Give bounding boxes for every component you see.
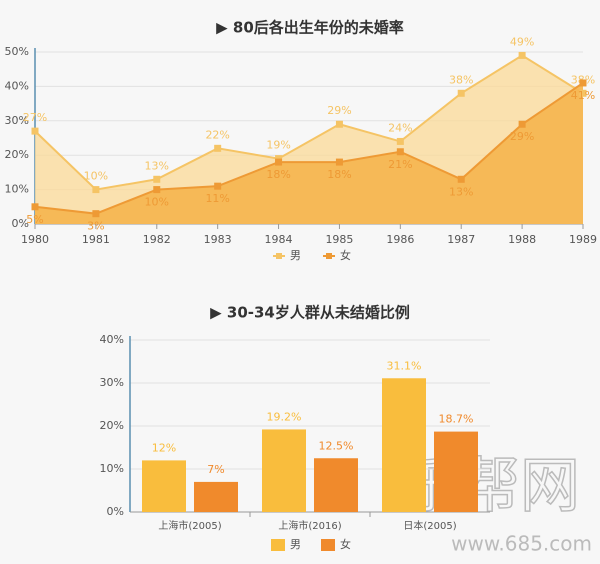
marker	[335, 120, 343, 128]
x-tick-label: 上海市(2005)	[158, 519, 221, 532]
x-tick-label: 1981	[82, 233, 110, 246]
x-tick-label: 1987	[447, 233, 475, 246]
bar	[382, 378, 426, 512]
chart-title: ▶ 30-34岁人群从未结婚比例	[210, 304, 410, 322]
y-tick-label: 50%	[5, 45, 29, 58]
bar	[314, 458, 358, 512]
value-label: 27%	[23, 111, 47, 124]
marker	[31, 127, 39, 135]
y-tick-label: 20%	[5, 148, 29, 161]
line	[34, 54, 584, 191]
marker	[457, 89, 465, 97]
chart-title: ▶ 80后各出生年份的未婚率	[216, 19, 404, 37]
marker	[396, 137, 404, 145]
bar	[142, 460, 186, 512]
value-label: 22%	[205, 128, 229, 141]
watermark: 乐帮网	[400, 452, 580, 522]
marker	[92, 210, 100, 218]
value-label: 29%	[327, 104, 351, 117]
value-label: 21%	[388, 158, 412, 171]
marker	[579, 79, 587, 87]
x-tick-label: 1984	[265, 233, 293, 246]
value-label: 19%	[266, 139, 290, 152]
marker	[153, 175, 161, 183]
marker	[214, 144, 222, 152]
x-tick-label: 1982	[143, 233, 171, 246]
bar	[194, 481, 238, 512]
value-label: 10%	[84, 170, 108, 183]
legend-label: 男	[290, 538, 301, 551]
marker	[92, 186, 100, 194]
y-tick-label: 40%	[100, 333, 124, 346]
value-label: 10%	[145, 196, 169, 209]
value-label: 12%	[152, 441, 176, 454]
x-tick-label: 1985	[325, 233, 353, 246]
value-label: 19.2%	[267, 410, 302, 423]
value-label: 49%	[510, 35, 534, 48]
bar	[262, 429, 306, 512]
marker	[579, 89, 587, 97]
y-tick-label: 40%	[5, 79, 29, 92]
line	[34, 82, 584, 215]
x-tick-label: 1988	[508, 233, 536, 246]
marker	[457, 175, 465, 183]
marker	[335, 158, 343, 166]
value-label: 18%	[266, 168, 290, 181]
y-tick-label: 20%	[100, 419, 124, 432]
x-tick-label: 上海市(2016)	[278, 519, 341, 532]
value-label: 18%	[327, 168, 351, 181]
value-label: 7%	[207, 463, 224, 476]
legend-label: 女	[340, 537, 351, 551]
y-tick-label: 0%	[107, 505, 124, 518]
legend-label: 男	[290, 249, 301, 262]
value-label: 29%	[510, 130, 534, 143]
x-tick-label: 1980	[21, 233, 49, 246]
marker	[214, 182, 222, 190]
legend-label: 女	[340, 248, 351, 262]
legend-marker	[276, 253, 282, 259]
x-tick-label: 1989	[569, 233, 597, 246]
y-tick-label: 0%	[12, 217, 29, 230]
marker	[275, 158, 283, 166]
y-tick-label: 30%	[5, 114, 29, 127]
marker	[153, 186, 161, 194]
legend-marker	[321, 539, 335, 551]
value-label: 13%	[145, 159, 169, 172]
value-label: 41%	[571, 89, 595, 102]
value-label: 31.1%	[387, 359, 422, 372]
value-label: 38%	[449, 73, 473, 86]
x-tick-label: 1983	[204, 233, 232, 246]
marker	[518, 120, 526, 128]
y-tick-label: 10%	[100, 462, 124, 475]
value-label: 24%	[388, 121, 412, 134]
value-label: 3%	[87, 220, 104, 233]
marker	[31, 203, 39, 211]
legend-marker	[271, 539, 285, 551]
value-label: 11%	[205, 192, 229, 205]
value-label: 12.5%	[319, 439, 354, 452]
value-label: 13%	[449, 185, 473, 198]
legend-marker	[326, 253, 332, 259]
value-label: 5%	[26, 213, 43, 226]
y-tick-label: 30%	[100, 376, 124, 389]
marker	[396, 148, 404, 156]
y-tick-label: 10%	[5, 183, 29, 196]
x-tick-label: 日本(2005)	[403, 519, 456, 532]
value-label: 18.7%	[439, 413, 474, 426]
x-tick-label: 1986	[386, 233, 414, 246]
bar	[434, 431, 478, 512]
marker	[518, 51, 526, 59]
watermark-url: www.685.com	[451, 532, 592, 556]
